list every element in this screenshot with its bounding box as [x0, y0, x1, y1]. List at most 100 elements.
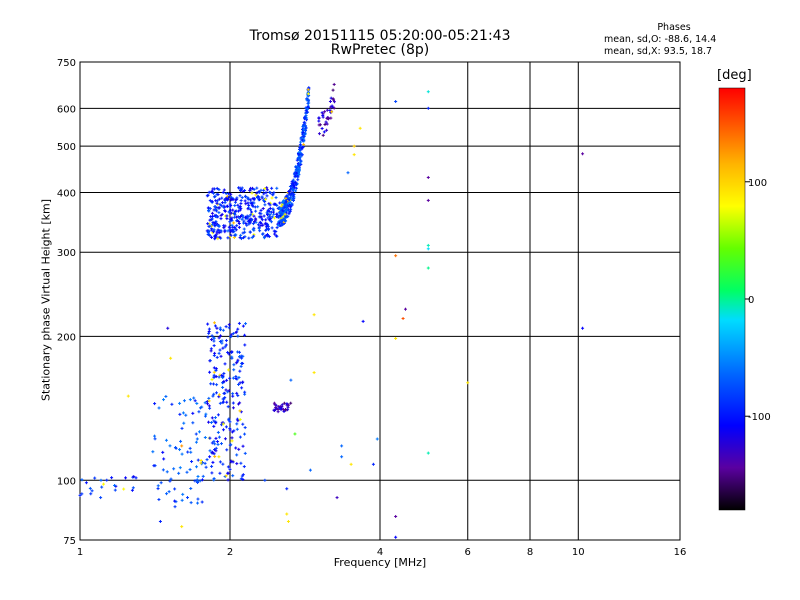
data-point — [247, 197, 249, 201]
data-point — [271, 226, 273, 230]
data-point — [196, 478, 198, 482]
data-point — [230, 211, 232, 215]
data-point — [221, 442, 223, 446]
data-point — [286, 402, 288, 406]
data-point — [322, 133, 324, 137]
data-point — [324, 123, 326, 127]
data-point — [180, 439, 182, 443]
colorbar-tick-label: 0 — [748, 295, 754, 306]
data-point — [275, 202, 277, 206]
data-point — [217, 442, 219, 446]
data-point — [239, 186, 241, 190]
data-point — [404, 307, 406, 311]
data-point — [427, 451, 429, 455]
data-point — [224, 209, 226, 213]
data-point — [225, 474, 227, 478]
data-point — [131, 488, 133, 492]
data-point — [214, 213, 216, 217]
data-point — [427, 175, 429, 179]
data-point — [216, 201, 218, 205]
data-point — [305, 114, 307, 118]
grid-lines — [80, 62, 680, 540]
data-point — [212, 220, 214, 224]
data-point — [165, 438, 167, 442]
data-point — [239, 401, 241, 405]
data-point — [237, 209, 239, 213]
data-point — [215, 205, 217, 209]
data-point — [229, 428, 231, 432]
data-point — [212, 230, 214, 234]
data-point — [215, 446, 217, 450]
data-point — [299, 147, 301, 151]
data-point — [211, 416, 213, 420]
data-point — [209, 436, 211, 440]
data-point — [251, 236, 253, 240]
data-point — [277, 410, 279, 414]
data-point — [242, 214, 244, 218]
data-point — [258, 190, 260, 194]
data-point — [280, 220, 282, 224]
data-point — [186, 470, 188, 474]
data-point — [293, 172, 295, 176]
data-point — [224, 230, 226, 234]
data-point — [281, 223, 283, 227]
data-point — [298, 156, 300, 160]
data-point — [237, 203, 239, 207]
data-point — [211, 235, 213, 239]
y-tick-label: 75 — [63, 536, 76, 547]
data-point — [242, 478, 244, 482]
data-point — [227, 197, 229, 201]
data-point — [225, 325, 227, 329]
data-point — [219, 340, 221, 344]
data-point — [240, 477, 242, 481]
data-point — [197, 474, 199, 478]
data-point — [582, 326, 584, 330]
data-point — [299, 161, 301, 165]
data-point — [227, 236, 229, 240]
data-point — [273, 401, 275, 405]
data-point — [290, 198, 292, 202]
phase-statistics: Phases mean, sd,O: -88.6, 14.4 mean, sd,… — [604, 22, 744, 58]
data-point — [210, 218, 212, 222]
data-point — [280, 210, 282, 214]
data-point — [255, 220, 257, 224]
data-point — [239, 205, 241, 209]
data-point — [395, 514, 397, 518]
data-point — [245, 221, 247, 225]
data-point — [209, 455, 211, 459]
data-point — [248, 206, 250, 210]
data-point — [250, 208, 252, 212]
data-point — [195, 432, 197, 436]
data-point — [279, 215, 281, 219]
data-point — [231, 430, 233, 434]
data-point — [230, 230, 232, 234]
data-point — [154, 402, 156, 406]
data-point — [252, 196, 254, 200]
data-point — [269, 214, 271, 218]
data-point — [215, 369, 217, 373]
data-point — [326, 108, 328, 112]
data-point — [250, 213, 252, 217]
data-point — [94, 476, 96, 480]
data-point — [213, 382, 215, 386]
data-point — [216, 355, 218, 359]
data-point — [238, 321, 240, 325]
x-tick-label: 1 — [77, 547, 83, 558]
data-point — [262, 223, 264, 227]
data-point — [242, 473, 244, 477]
data-point — [181, 525, 183, 529]
data-point — [303, 128, 305, 132]
data-point — [280, 216, 282, 220]
data-point — [273, 212, 275, 216]
data-point — [219, 460, 221, 464]
data-point — [290, 401, 292, 405]
data-point — [209, 449, 211, 453]
data-point — [297, 169, 299, 173]
data-point — [267, 226, 269, 230]
data-point — [283, 219, 285, 223]
data-point — [238, 225, 240, 229]
data-point — [306, 107, 308, 111]
data-point — [260, 215, 262, 219]
data-point — [333, 106, 335, 110]
data-point — [275, 230, 277, 234]
